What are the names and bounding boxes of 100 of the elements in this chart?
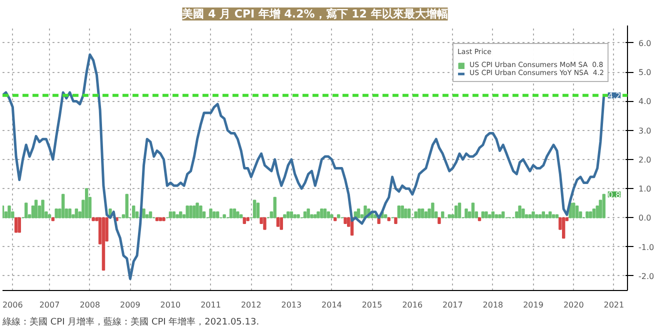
- x-tick-label: 2017: [442, 300, 463, 310]
- x-tick-label: 2016: [402, 300, 423, 310]
- bar: [552, 214, 556, 218]
- bar: [394, 217, 398, 224]
- bar: [162, 217, 166, 222]
- bar: [420, 208, 424, 218]
- bar: [263, 217, 266, 230]
- bar: [158, 217, 162, 222]
- bar: [172, 211, 176, 218]
- x-tick-label: 2021: [604, 300, 624, 310]
- bar: [336, 214, 340, 218]
- bar: [555, 214, 559, 218]
- x-tick-label: 2006: [2, 300, 23, 310]
- x-tick-label: 2019: [523, 300, 544, 310]
- bar: [320, 208, 324, 218]
- bar: [431, 202, 434, 218]
- bar: [209, 208, 212, 218]
- bar: [334, 217, 337, 222]
- bar: [586, 211, 589, 218]
- bar: [168, 211, 172, 218]
- bar: [588, 211, 592, 218]
- bar: [387, 217, 390, 222]
- bar: [192, 206, 196, 218]
- bar: [448, 214, 451, 218]
- bar: [572, 202, 576, 218]
- bar: [236, 211, 240, 218]
- x-tick-label: 2011: [200, 300, 221, 310]
- bar: [68, 208, 72, 218]
- y-tick-label: -2.0: [638, 272, 654, 281]
- bar: [24, 202, 28, 218]
- x-tick-label: 2018: [482, 300, 504, 310]
- bar: [404, 208, 408, 218]
- bar: [293, 214, 296, 218]
- bar: [290, 211, 294, 218]
- bar: [189, 206, 192, 218]
- bar: [471, 202, 475, 218]
- bar: [8, 206, 11, 218]
- bar: [48, 214, 52, 218]
- bar: [286, 211, 290, 218]
- x-tick-label: 2015: [362, 300, 382, 310]
- bar: [196, 202, 199, 218]
- bar: [273, 196, 276, 218]
- bar: [528, 214, 532, 218]
- bar: [424, 211, 428, 218]
- bar: [125, 194, 128, 218]
- bar: [494, 214, 498, 218]
- bar: [61, 194, 65, 218]
- bar: [74, 208, 78, 218]
- x-tick-label: 2009: [120, 300, 140, 310]
- bar: [229, 208, 233, 218]
- bar: [176, 214, 179, 218]
- y-tick-label: 4.0: [638, 97, 652, 106]
- x-tick-label: 2014: [322, 300, 342, 310]
- bar: [316, 211, 320, 218]
- x-tick-label: 2020: [563, 300, 584, 310]
- bar: [199, 206, 202, 218]
- text: 綠線：美國 CPI 月增率，藍線：美國 CPI 年增率，2021.05.13.: [2, 316, 260, 328]
- y-tick-label: 2.0: [638, 155, 652, 164]
- bar: [18, 217, 21, 233]
- bar: [418, 208, 421, 218]
- x-tick-label: 2008: [80, 300, 100, 310]
- bar: [458, 202, 462, 218]
- bar: [256, 202, 260, 218]
- x-tick-label: 2010: [160, 300, 181, 310]
- bar: [535, 214, 538, 218]
- bar: [283, 214, 286, 218]
- bar: [548, 211, 552, 218]
- bar: [102, 217, 106, 271]
- bar: [484, 211, 488, 218]
- y-tick-label: -1.0: [638, 242, 654, 252]
- bar: [400, 206, 404, 218]
- bar: [155, 217, 159, 222]
- bar: [14, 217, 18, 233]
- bar: [522, 208, 525, 218]
- y-tick-label: 5.0: [638, 68, 652, 78]
- bar: [562, 217, 566, 239]
- y-tick-label: 6.0: [638, 38, 652, 48]
- bar: [414, 211, 418, 218]
- bar: [306, 208, 310, 218]
- bar: [502, 211, 505, 218]
- bar: [478, 217, 482, 222]
- bar: [314, 214, 317, 218]
- bar: [454, 206, 458, 218]
- bar: [142, 208, 146, 218]
- bar: [545, 214, 548, 218]
- x-tick-label: 2007: [39, 300, 60, 310]
- bar: [179, 211, 182, 218]
- bar: [481, 211, 485, 218]
- bar: [242, 217, 246, 224]
- bar: [575, 206, 579, 218]
- bar: [92, 217, 95, 222]
- y-tick-label: 1.0: [638, 184, 652, 194]
- bar: [212, 211, 216, 218]
- bar: [186, 206, 189, 218]
- bar: [542, 211, 546, 218]
- bar: [384, 214, 388, 218]
- bar: [464, 208, 468, 218]
- x-tick-label: 2012: [240, 300, 262, 310]
- bar: [240, 214, 243, 218]
- bar: [252, 200, 256, 218]
